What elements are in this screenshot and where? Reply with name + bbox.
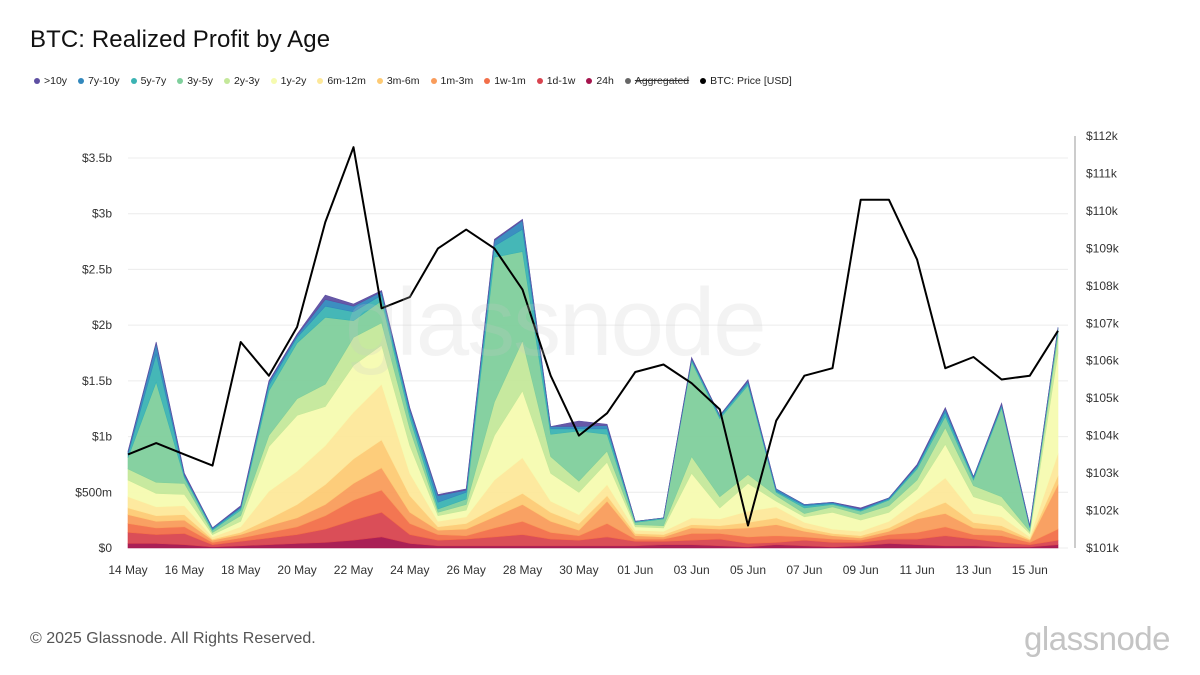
legend-marker xyxy=(484,78,491,84)
legend-item-2y-3y[interactable]: 2y-3y xyxy=(223,75,260,87)
price-line xyxy=(127,146,1059,527)
legend-item-6m-12m[interactable]: 6m-12m xyxy=(317,75,366,87)
legend-marker xyxy=(177,78,184,84)
legend-item-3m-6m[interactable]: 3m-6m xyxy=(376,75,420,87)
legend-item-1d-1w[interactable]: 1d-1w xyxy=(536,75,576,87)
legend-marker xyxy=(317,78,324,84)
x-tick-label: 20 May xyxy=(277,563,316,577)
y-left-tick-label: $3.5b xyxy=(82,151,112,165)
y-right-tick-label: $108k xyxy=(1086,279,1120,293)
y-left-tick-label: $2b xyxy=(92,318,112,332)
legend-label: 3m-6m xyxy=(386,75,420,87)
legend-marker xyxy=(700,78,707,84)
x-tick-label: 18 May xyxy=(221,563,260,577)
legend-item-5y-7y[interactable]: 5y-7y xyxy=(130,75,167,87)
legend-label: >10y xyxy=(44,75,68,87)
legend-item-btc-price-usd[interactable]: BTC: Price [USD] xyxy=(700,75,792,87)
x-tick-label: 13 Jun xyxy=(955,563,991,577)
x-tick-label: 14 May xyxy=(108,563,147,577)
brand-logo: glassnode xyxy=(1024,620,1170,657)
x-tick-label: 24 May xyxy=(390,563,429,577)
legend-label: 24h xyxy=(596,75,614,87)
legend-marker xyxy=(270,78,277,84)
y-right-tick-label: $102k xyxy=(1086,504,1120,518)
x-tick-label: 22 May xyxy=(334,563,373,577)
y-right-tick-label: $103k xyxy=(1086,466,1120,480)
y-left-tick-label: $3b xyxy=(92,207,112,221)
x-tick-label: 30 May xyxy=(559,563,598,577)
legend-label: 1y-2y xyxy=(280,75,307,87)
y-right-tick-label: $111k xyxy=(1086,166,1118,180)
legend-label: BTC: Price [USD] xyxy=(710,75,792,87)
legend-item-1y-2y[interactable]: 1y-2y xyxy=(270,75,307,87)
legend-item-1m-3m[interactable]: 1m-3m xyxy=(430,75,474,87)
legend-label: 6m-12m xyxy=(327,75,366,87)
legend-marker xyxy=(78,78,85,84)
y-right-tick-label: $104k xyxy=(1086,429,1120,443)
legend-label: Aggregated xyxy=(634,75,690,87)
x-tick-label: 26 May xyxy=(447,563,486,577)
y-right-tick-label: $106k xyxy=(1086,354,1120,368)
area-series-10y xyxy=(127,218,1059,529)
y-left-tick-label: $500m xyxy=(75,485,112,499)
legend-marker xyxy=(223,78,230,84)
legend-item-1w-1m[interactable]: 1w-1m xyxy=(484,75,526,87)
x-tick-label: 05 Jun xyxy=(730,563,766,577)
legend-item-aggregated[interactable]: Aggregated xyxy=(624,75,690,87)
legend-marker xyxy=(34,78,40,84)
legend-item-24h[interactable]: 24h xyxy=(586,75,614,87)
legend: >10y 7y-10y 5y-7y 3y-5y 2y-3y 1y-2y 6m-12m 3m-6… xyxy=(34,75,803,87)
y-left-tick-label: $1b xyxy=(92,430,112,444)
chart-title: BTC: Realized Profit by Age xyxy=(30,26,331,53)
legend-label: 5y-7y xyxy=(140,75,167,87)
y-right-tick-label: $107k xyxy=(1086,316,1120,330)
y-right-tick-label: $101k xyxy=(1086,541,1120,555)
x-tick-label: 16 May xyxy=(165,563,204,577)
legend-item-10y[interactable]: >10y xyxy=(34,75,67,87)
legend-marker xyxy=(430,78,437,84)
y-right-tick-label: $109k xyxy=(1086,241,1120,255)
legend-marker xyxy=(536,78,543,84)
y-right-tick-label: $105k xyxy=(1086,391,1120,405)
legend-label: 1d-1w xyxy=(546,75,576,87)
x-tick-label: 03 Jun xyxy=(674,563,710,577)
y-right-tick-label: $110k xyxy=(1086,204,1119,218)
legend-label: 1m-3m xyxy=(440,75,474,87)
x-tick-label: 11 Jun xyxy=(900,563,935,577)
y-left-tick-label: $2.5b xyxy=(82,262,112,276)
y-left-tick-label: $1.5b xyxy=(82,374,112,388)
legend-marker xyxy=(376,78,383,84)
x-tick-label: 15 Jun xyxy=(1012,563,1048,577)
copyright-footer: © 2025 Glassnode. All Rights Reserved. xyxy=(30,630,316,647)
legend-label: 3y-5y xyxy=(187,75,213,87)
x-tick-label: 28 May xyxy=(503,563,542,577)
legend-marker xyxy=(586,78,593,84)
legend-label: 1w-1m xyxy=(494,75,526,87)
legend-item-3y-5y[interactable]: 3y-5y xyxy=(177,75,213,87)
legend-marker xyxy=(624,78,631,84)
legend-item-7y-10y[interactable]: 7y-10y xyxy=(78,75,120,87)
legend-label: 2y-3y xyxy=(233,75,260,87)
x-tick-label: 09 Jun xyxy=(843,563,879,577)
legend-label: 7y-10y xyxy=(88,75,120,87)
x-tick-label: 07 Jun xyxy=(786,563,822,577)
y-left-tick-label: $0 xyxy=(99,541,113,555)
y-right-tick-label: $112k xyxy=(1086,129,1119,143)
legend-marker xyxy=(130,78,137,84)
x-tick-label: 01 Jun xyxy=(617,563,653,577)
